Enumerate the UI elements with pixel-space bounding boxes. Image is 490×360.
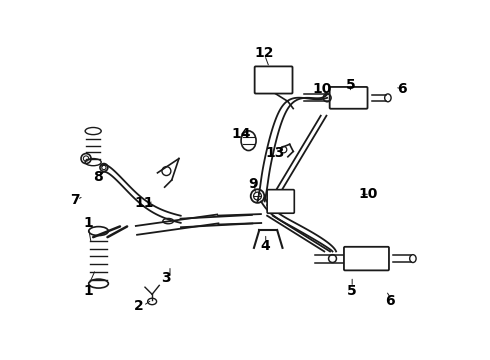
Text: 10: 10 (312, 82, 332, 96)
Text: 11: 11 (135, 196, 154, 210)
Text: 8: 8 (93, 170, 103, 184)
Text: 10: 10 (359, 187, 378, 201)
FancyBboxPatch shape (344, 247, 389, 270)
Text: 6: 6 (397, 82, 407, 96)
Text: 7: 7 (71, 193, 80, 207)
FancyBboxPatch shape (267, 190, 294, 213)
Text: 2: 2 (134, 299, 144, 313)
Text: 14: 14 (231, 127, 250, 140)
Text: 1: 1 (84, 216, 94, 230)
Text: 12: 12 (255, 46, 274, 60)
FancyBboxPatch shape (255, 66, 293, 94)
Text: 3: 3 (161, 271, 171, 285)
Text: 5: 5 (347, 284, 357, 298)
Text: 6: 6 (385, 294, 394, 309)
Text: 4: 4 (261, 239, 270, 253)
Text: 1: 1 (84, 284, 94, 298)
Text: 9: 9 (248, 176, 258, 190)
Text: 13: 13 (265, 146, 284, 160)
Text: 5: 5 (345, 78, 355, 92)
FancyBboxPatch shape (330, 87, 368, 109)
